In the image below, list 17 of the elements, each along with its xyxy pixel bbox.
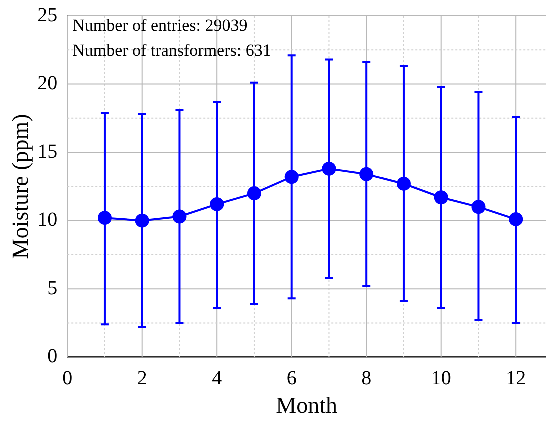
- x-axis-title: Month: [276, 393, 338, 418]
- y-tick-label: 0: [48, 346, 58, 368]
- annotation: Number of transformers: 631: [72, 40, 272, 60]
- x-tick-label: 12: [506, 368, 526, 390]
- annotation: Number of entries: 29039: [72, 16, 248, 35]
- y-axis-title: Moisture (ppm): [8, 114, 33, 260]
- x-tick-label: 8: [362, 368, 372, 390]
- y-tick-label: 25: [38, 4, 58, 26]
- x-tick-label: 6: [286, 368, 297, 390]
- y-tick-label: 5: [48, 277, 58, 300]
- x-tick-label: 0: [62, 368, 73, 390]
- x-tick-label: 2: [137, 368, 148, 390]
- x-tick-label: 10: [431, 368, 452, 390]
- x-tick-label: 4: [212, 368, 222, 390]
- y-tick-label: 15: [38, 140, 58, 163]
- y-tick-label: 10: [38, 209, 58, 232]
- y-tick-label: 20: [38, 72, 58, 95]
